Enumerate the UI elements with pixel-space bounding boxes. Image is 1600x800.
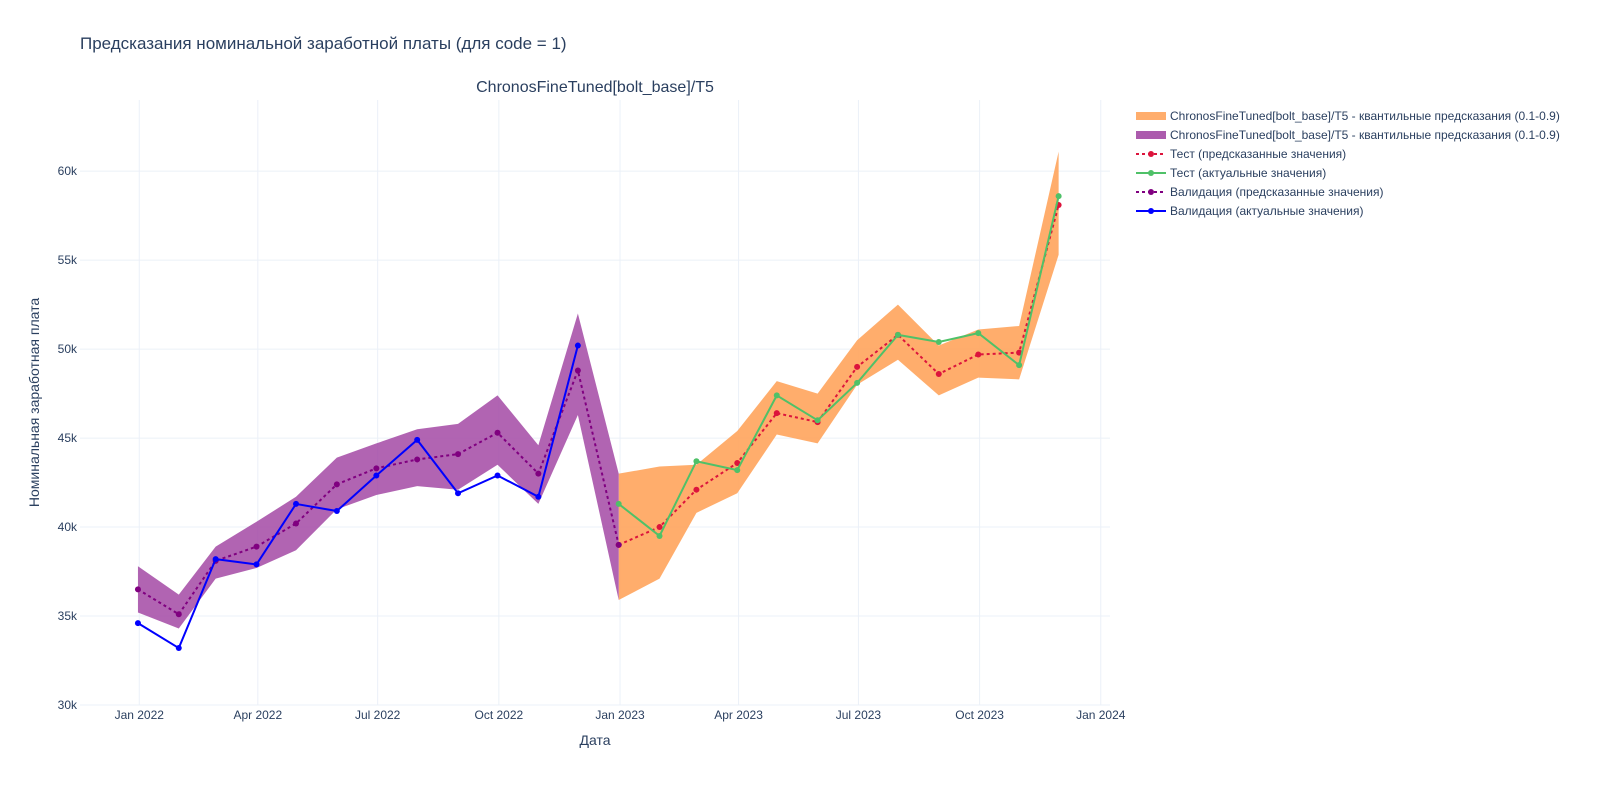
data-point — [615, 541, 622, 548]
quantile-band — [137, 313, 619, 629]
series-lines — [134, 193, 1062, 652]
x-tick-label: Jan 2022 — [115, 708, 165, 722]
data-point — [494, 429, 501, 436]
data-point — [535, 493, 542, 500]
legend-marker — [1148, 170, 1154, 176]
x-tick-label: Apr 2022 — [233, 708, 282, 722]
legend-marker — [1148, 208, 1154, 214]
legend-marker — [1148, 151, 1154, 157]
legend-label: Тест (предсказанные значения) — [1170, 147, 1346, 161]
x-tick-label: Jul 2022 — [355, 708, 401, 722]
y-tick-label: 60k — [58, 164, 78, 178]
x-tick-label: Jul 2023 — [836, 708, 882, 722]
data-point — [1016, 349, 1023, 356]
data-point — [333, 508, 340, 515]
legend-item[interactable]: Тест (актуальные значения) — [1136, 166, 1326, 180]
data-point — [253, 543, 260, 550]
data-point — [975, 330, 982, 337]
data-point — [814, 417, 821, 424]
data-point — [253, 561, 260, 568]
legend-label: Тест (актуальные значения) — [1170, 166, 1326, 180]
data-point — [894, 331, 901, 338]
y-axis-title: Номинальная заработная плата — [26, 298, 42, 507]
quantile-bands — [137, 151, 1059, 629]
data-point — [734, 460, 741, 466]
data-point — [574, 367, 581, 374]
data-point — [293, 500, 300, 507]
legend-label: Валидация (предсказанные значения) — [1170, 185, 1383, 199]
data-point — [134, 586, 141, 593]
data-point — [615, 500, 622, 507]
legend-marker — [1148, 189, 1154, 195]
data-point — [693, 486, 700, 493]
subplot-title: ChronosFineTuned[bolt_base]/T5 — [476, 79, 714, 96]
data-point — [212, 556, 219, 563]
data-point — [535, 470, 542, 477]
y-tick-label: 50k — [58, 342, 78, 356]
axes: 30k 35k 40k 45k 50k 55k 60k Jan 2022 Apr 2022 Jul… — [58, 164, 1126, 722]
data-point — [455, 451, 462, 458]
data-point — [975, 351, 982, 358]
y-tick-label: 35k — [58, 609, 78, 623]
data-point — [574, 342, 581, 349]
data-point — [134, 620, 141, 627]
legend-item[interactable]: ChronosFineTuned[bolt_base]/T5 - квантил… — [1136, 109, 1560, 123]
legend-swatch — [1136, 131, 1166, 139]
legend: ChronosFineTuned[bolt_base]/T5 - квантил… — [1136, 109, 1560, 218]
y-tick-label: 30k — [58, 698, 78, 712]
data-point — [175, 645, 182, 652]
x-tick-label: Oct 2023 — [955, 708, 1004, 722]
data-point — [854, 379, 861, 386]
series-line — [618, 195, 1060, 538]
data-point — [414, 436, 421, 443]
data-point — [773, 410, 780, 417]
data-point — [373, 465, 380, 472]
data-point — [656, 524, 663, 531]
legend-label: ChronosFineTuned[bolt_base]/T5 - квантил… — [1170, 128, 1560, 142]
data-point — [414, 456, 421, 463]
data-point — [935, 339, 942, 345]
data-point — [693, 458, 700, 465]
x-tick-label: Jan 2023 — [595, 708, 645, 722]
data-point — [1055, 193, 1062, 200]
legend-item[interactable]: Тест (предсказанные значения) — [1136, 147, 1346, 161]
data-point — [494, 472, 501, 479]
series-line — [137, 345, 579, 650]
data-point — [373, 472, 380, 479]
data-point — [455, 490, 462, 497]
legend-item[interactable]: Валидация (предсказанные значения) — [1136, 185, 1383, 199]
legend-label: ChronosFineTuned[bolt_base]/T5 - квантил… — [1170, 109, 1560, 123]
data-point — [854, 363, 861, 370]
quantile-band — [618, 151, 1059, 601]
data-point — [773, 392, 780, 399]
y-tick-label: 55k — [58, 253, 78, 267]
x-axis-title: Дата — [579, 732, 610, 748]
data-point — [656, 532, 663, 539]
chart-title: Предсказания номинальной заработной плат… — [80, 34, 567, 53]
data-point — [1016, 362, 1023, 369]
legend-item[interactable]: ChronosFineTuned[bolt_base]/T5 - квантил… — [1136, 128, 1560, 142]
legend-item[interactable]: Валидация (актуальные значения) — [1136, 204, 1364, 218]
data-point — [935, 371, 942, 378]
x-tick-label: Jan 2024 — [1076, 708, 1126, 722]
data-point — [734, 467, 741, 474]
data-point — [293, 520, 300, 527]
data-point — [175, 611, 182, 618]
x-tick-label: Oct 2022 — [474, 708, 523, 722]
x-tick-label: Apr 2023 — [714, 708, 763, 722]
y-tick-label: 40k — [58, 520, 78, 534]
data-point — [333, 481, 340, 488]
legend-swatch — [1136, 112, 1166, 120]
legend-label: Валидация (актуальные значения) — [1170, 204, 1364, 218]
y-tick-label: 45k — [58, 431, 78, 445]
